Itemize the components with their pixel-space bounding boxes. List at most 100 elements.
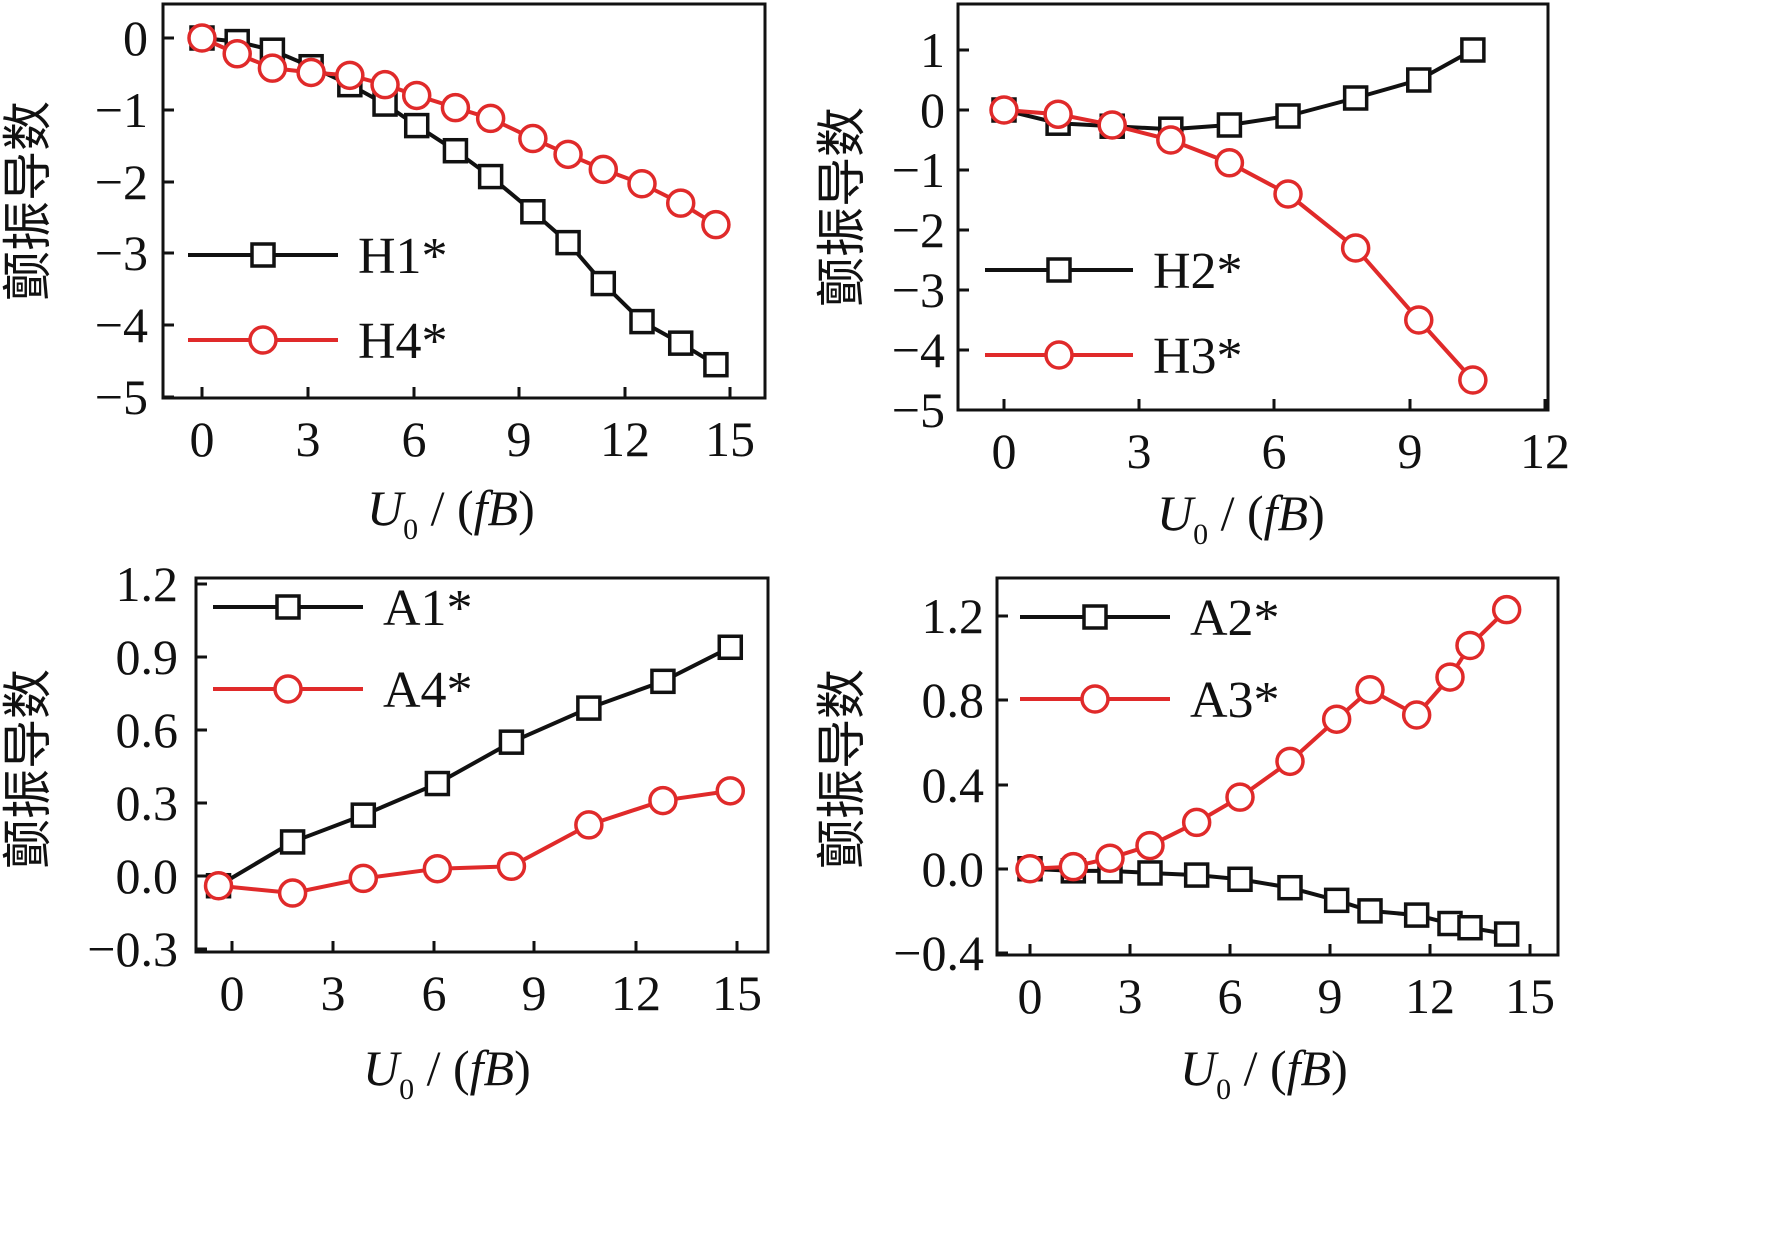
legend-entry: H3*: [985, 328, 1243, 385]
y-axis-label: 颤振导数: [813, 107, 871, 307]
data-point: [422, 853, 453, 884]
x-tick-label: 12: [1520, 423, 1570, 479]
x-label-subscript: 0: [1216, 1073, 1231, 1106]
data-point: [627, 169, 657, 199]
y-tick-label: −2: [892, 202, 945, 258]
legend-label: H3*: [1153, 328, 1243, 385]
x-label-unit: fB: [1264, 485, 1308, 541]
x-tick-label: 12: [611, 965, 661, 1021]
y-tick-label: 0.0: [116, 848, 179, 904]
data-point: [555, 229, 581, 256]
legend-entry: A2*: [1020, 590, 1280, 647]
data-point: [1458, 365, 1488, 395]
data-point: [348, 863, 379, 894]
data-point: [1435, 662, 1465, 692]
data-point: [277, 878, 308, 908]
y-axis-label: 颤振导数: [0, 101, 57, 301]
x-tick-label: 15: [1505, 968, 1555, 1024]
y-tick-label: −4: [892, 322, 945, 378]
x-tick-label: 3: [296, 411, 321, 467]
x-label-subscript: 0: [1193, 518, 1208, 551]
data-point: [717, 634, 744, 661]
x-tick-label: 12: [1405, 968, 1455, 1024]
data-point: [370, 69, 400, 100]
data-point: [1095, 843, 1125, 873]
data-point: [1015, 854, 1045, 884]
data-point: [1491, 594, 1522, 625]
legend-marker: [1080, 684, 1110, 714]
y-tick-label: −2: [95, 154, 148, 210]
legend-marker: [250, 242, 276, 268]
data-point: [1225, 782, 1255, 812]
data-point: [588, 154, 619, 185]
x-label-unit: fB: [470, 1040, 514, 1096]
legend-entry: H4*: [188, 313, 448, 370]
series-h3-star: [989, 95, 1488, 395]
y-axis-label: 颤振导数: [0, 669, 57, 869]
series-a2-star: [1017, 856, 1520, 947]
data-point: [279, 829, 306, 855]
legend-entry: A4*: [213, 662, 473, 719]
data-point: [1340, 233, 1371, 263]
data-point: [520, 199, 546, 225]
y-tick-label: −1: [95, 82, 148, 138]
x-axis-label: U0 / (fB): [1180, 1040, 1348, 1106]
y-tick-label: −5: [892, 382, 945, 438]
legend-marker: [1044, 340, 1074, 370]
x-axis-label: U0 / (fB): [367, 480, 535, 546]
data-point: [1275, 103, 1301, 129]
legend-entry: H2*: [985, 243, 1243, 300]
y-tick-label: −1: [892, 142, 945, 198]
data-point: [222, 39, 252, 69]
x-label-close: ): [1308, 485, 1325, 541]
y-tick-label: 0: [123, 10, 148, 66]
y-axis-label: 颤振导数: [813, 669, 871, 869]
y-tick-label: −3: [95, 225, 148, 281]
data-point: [667, 330, 694, 356]
data-point: [1156, 125, 1186, 155]
x-tick-label: 9: [1398, 423, 1423, 479]
legend-entry: H1*: [188, 228, 448, 285]
data-point: [475, 103, 506, 134]
data-point: [477, 163, 504, 190]
data-point: [350, 802, 377, 828]
x-label-symbol: U: [363, 1040, 402, 1096]
x-tick-label: 12: [600, 411, 650, 467]
data-point: [401, 80, 432, 111]
plot-frame: [995, 576, 1560, 957]
legend-label: H4*: [358, 313, 448, 370]
series-a3-star: [1015, 594, 1522, 884]
data-point: [1227, 866, 1253, 893]
legend-marker: [248, 325, 278, 355]
y-tick-label: −3: [892, 262, 945, 318]
x-axis-label: U0 / (fB): [363, 1040, 531, 1106]
y-tick-label: 0.0: [922, 841, 985, 897]
y-tick-label: 0.6: [116, 702, 179, 758]
data-point: [648, 785, 678, 816]
data-point: [553, 139, 583, 170]
x-label-unit: fB: [474, 480, 518, 536]
legend-marker: [273, 674, 303, 704]
x-label-unit: fB: [1287, 1040, 1331, 1096]
y-tick-label: 0.3: [116, 775, 179, 831]
legend-label: H1*: [358, 228, 448, 285]
y-tick-label: 0.4: [922, 757, 985, 813]
y-tick-label: 1.2: [116, 556, 179, 612]
data-point: [1493, 921, 1520, 947]
plot-frame: [161, 2, 767, 400]
data-point: [498, 729, 525, 755]
data-point: [1404, 305, 1434, 335]
data-point: [629, 308, 655, 335]
legend-label: A2*: [1190, 590, 1280, 647]
y-tick-label: −4: [95, 297, 148, 353]
legend-entry: A1*: [213, 580, 473, 637]
data-point: [1457, 914, 1483, 941]
x-tick-label: 0: [220, 965, 245, 1021]
x-label-subscript: 0: [399, 1073, 414, 1106]
y-tick-label: 1.2: [922, 588, 985, 644]
x-tick-label: 6: [422, 965, 447, 1021]
